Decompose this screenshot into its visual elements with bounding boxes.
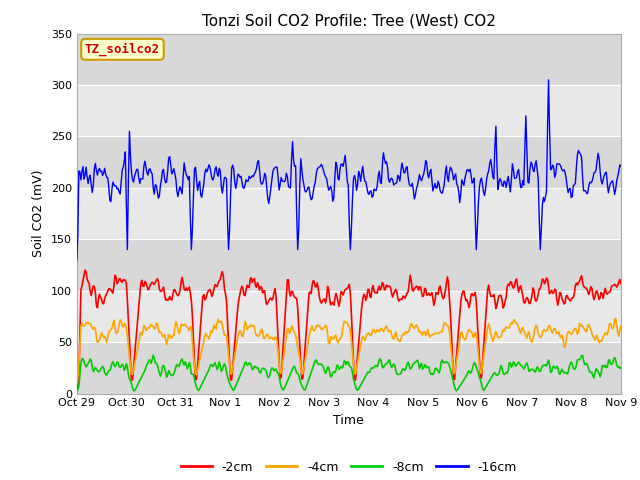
- Bar: [77, 342, 621, 394]
- Title: Tonzi Soil CO2 Profile: Tree (West) CO2: Tonzi Soil CO2 Profile: Tree (West) CO2: [202, 13, 496, 28]
- Legend: -2cm, -4cm, -8cm, -16cm: -2cm, -4cm, -8cm, -16cm: [175, 456, 522, 479]
- Bar: [77, 291, 621, 342]
- Bar: [77, 188, 621, 240]
- Y-axis label: Soil CO2 (mV): Soil CO2 (mV): [32, 170, 45, 257]
- X-axis label: Time: Time: [333, 414, 364, 427]
- Text: TZ_soilco2: TZ_soilco2: [85, 43, 160, 56]
- Bar: [77, 240, 621, 291]
- Bar: [77, 85, 621, 136]
- Bar: [77, 34, 621, 85]
- Bar: [77, 136, 621, 188]
